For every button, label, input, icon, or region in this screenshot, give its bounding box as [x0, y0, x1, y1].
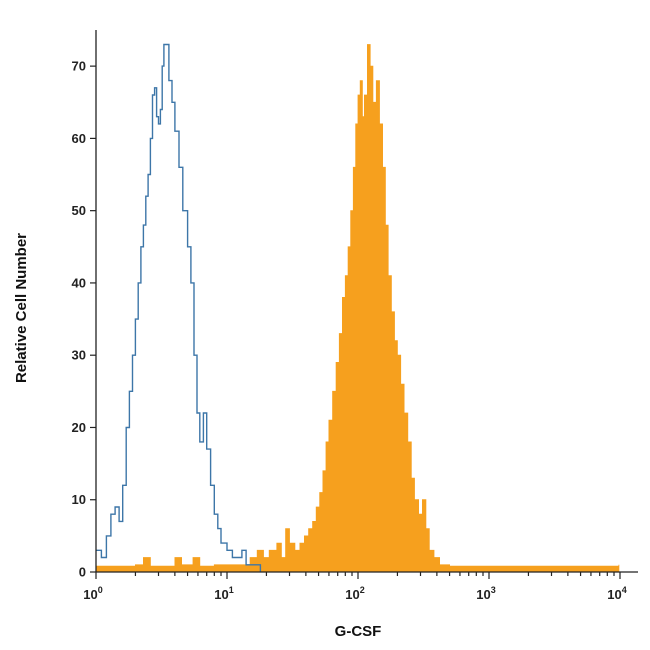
- y-tick-label: 10: [72, 492, 86, 507]
- x-tick-label: 104: [607, 585, 626, 602]
- series-filled-area: [95, 44, 620, 573]
- x-tick-label: 103: [476, 585, 495, 602]
- series-outline-line: [96, 43, 262, 572]
- y-tick-label: 40: [72, 275, 86, 290]
- y-tick-label: 20: [72, 420, 86, 435]
- x-tick-label: 101: [214, 585, 233, 602]
- x-tick-label: 102: [345, 585, 364, 602]
- x-axis-ticks: 100 101 102 103 104: [83, 572, 627, 602]
- y-axis-title: Relative Cell Number: [13, 233, 30, 383]
- y-tick-label: 70: [72, 59, 86, 74]
- y-tick-label: 30: [72, 348, 86, 363]
- y-axis-ticks: 0 10 20 30 40 50 60 70: [72, 59, 96, 580]
- g-csf-stained-histogram: [95, 44, 620, 573]
- y-tick-label: 60: [72, 131, 86, 146]
- y-tick-label: 50: [72, 203, 86, 218]
- x-tick-label: 100: [83, 585, 102, 602]
- x-axis-title: G-CSF: [335, 623, 382, 640]
- y-tick-label: 0: [79, 565, 86, 580]
- isotype-control-histogram: [96, 43, 262, 572]
